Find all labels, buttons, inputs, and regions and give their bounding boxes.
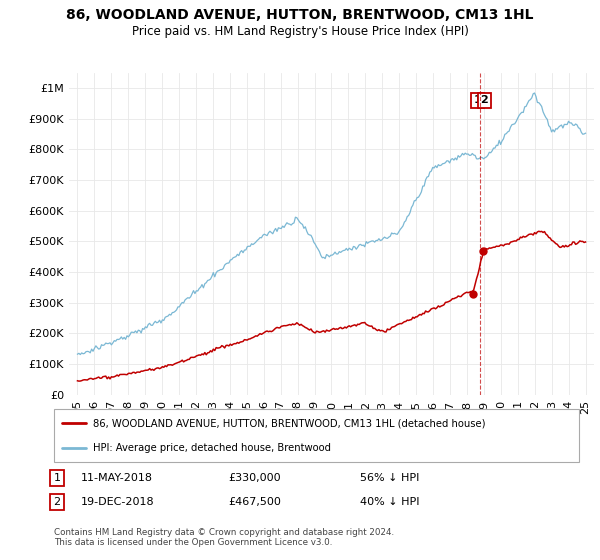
Text: Price paid vs. HM Land Registry's House Price Index (HPI): Price paid vs. HM Land Registry's House … [131, 25, 469, 38]
Text: 56% ↓ HPI: 56% ↓ HPI [360, 473, 419, 483]
Text: £467,500: £467,500 [228, 497, 281, 507]
Text: HPI: Average price, detached house, Brentwood: HPI: Average price, detached house, Bren… [94, 442, 331, 452]
Text: 1: 1 [53, 473, 61, 483]
Text: 2: 2 [481, 95, 488, 105]
Text: 11-MAY-2018: 11-MAY-2018 [81, 473, 153, 483]
Text: 86, WOODLAND AVENUE, HUTTON, BRENTWOOD, CM13 1HL: 86, WOODLAND AVENUE, HUTTON, BRENTWOOD, … [66, 8, 534, 22]
Text: 1: 1 [474, 95, 482, 105]
Text: £330,000: £330,000 [228, 473, 281, 483]
Text: 19-DEC-2018: 19-DEC-2018 [81, 497, 155, 507]
Text: 40% ↓ HPI: 40% ↓ HPI [360, 497, 419, 507]
Text: Contains HM Land Registry data © Crown copyright and database right 2024.
This d: Contains HM Land Registry data © Crown c… [54, 528, 394, 547]
Text: 2: 2 [53, 497, 61, 507]
Text: 86, WOODLAND AVENUE, HUTTON, BRENTWOOD, CM13 1HL (detached house): 86, WOODLAND AVENUE, HUTTON, BRENTWOOD, … [94, 418, 486, 428]
